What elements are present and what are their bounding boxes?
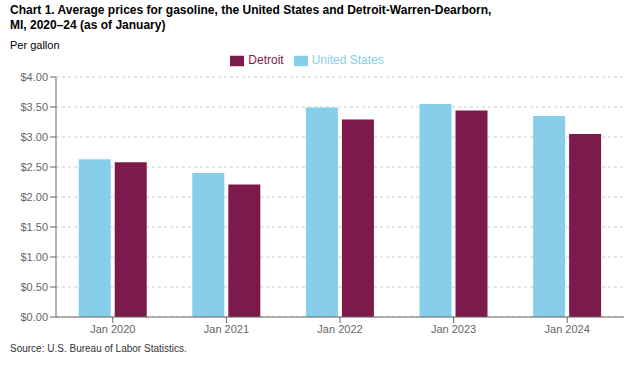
- svg-text:$0.00: $0.00: [20, 311, 48, 323]
- svg-text:$1.50: $1.50: [20, 221, 48, 233]
- svg-text:Jan 2021: Jan 2021: [204, 323, 249, 335]
- svg-text:$0.50: $0.50: [20, 281, 48, 293]
- html-text:Source: U.S. Bureau of Labor S: Source: U.S. Bureau of Labor Statistics.: [10, 343, 187, 354]
- svg-text:Jan 2020: Jan 2020: [90, 323, 135, 335]
- html-text:Detroit: Detroit: [248, 53, 284, 67]
- svg-text:$4.00: $4.00: [20, 71, 48, 83]
- html-text:United States: United States: [311, 53, 384, 67]
- svg-text:Jan 2024: Jan 2024: [545, 323, 590, 335]
- svg-text:$2.50: $2.50: [20, 161, 48, 173]
- svg-text:$3.50: $3.50: [20, 101, 48, 113]
- html-text:Per gallon: Per gallon: [10, 39, 60, 51]
- svg-text:$3.00: $3.00: [20, 131, 48, 143]
- svg-text:$1.00: $1.00: [20, 251, 48, 263]
- svg-text:$2.00: $2.00: [20, 191, 48, 203]
- html-text:Chart 1. Average prices for ga: Chart 1. Average prices for gasoline, th…: [10, 3, 492, 17]
- html-text:MI, 2020–24 (as of January): MI, 2020–24 (as of January): [10, 18, 166, 32]
- svg-text:Jan 2022: Jan 2022: [317, 323, 362, 335]
- svg-text:Jan 2023: Jan 2023: [431, 323, 476, 335]
